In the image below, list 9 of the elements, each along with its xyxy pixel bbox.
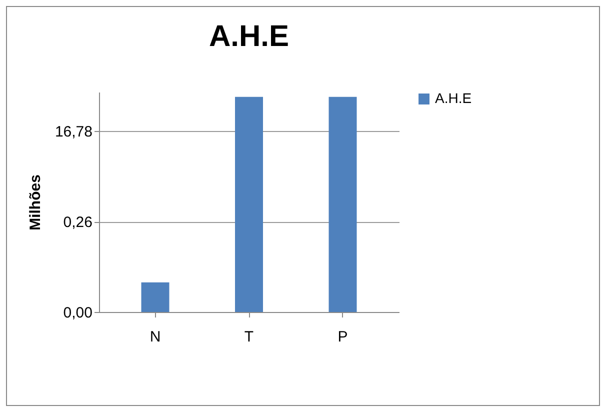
x-tick-label: P [338, 328, 348, 346]
legend-label: A.H.E [435, 90, 472, 106]
chart-title: A.H.E [208, 20, 290, 53]
y-tick-label: 16,78 [54, 123, 92, 140]
x-tick-label: T [244, 328, 254, 346]
x-tick-label: N [150, 328, 161, 346]
y-axis-title: Milhões [26, 174, 44, 230]
y-tick-label: 0,00 [63, 304, 92, 322]
y-tick-label: 0,26 [63, 214, 92, 232]
